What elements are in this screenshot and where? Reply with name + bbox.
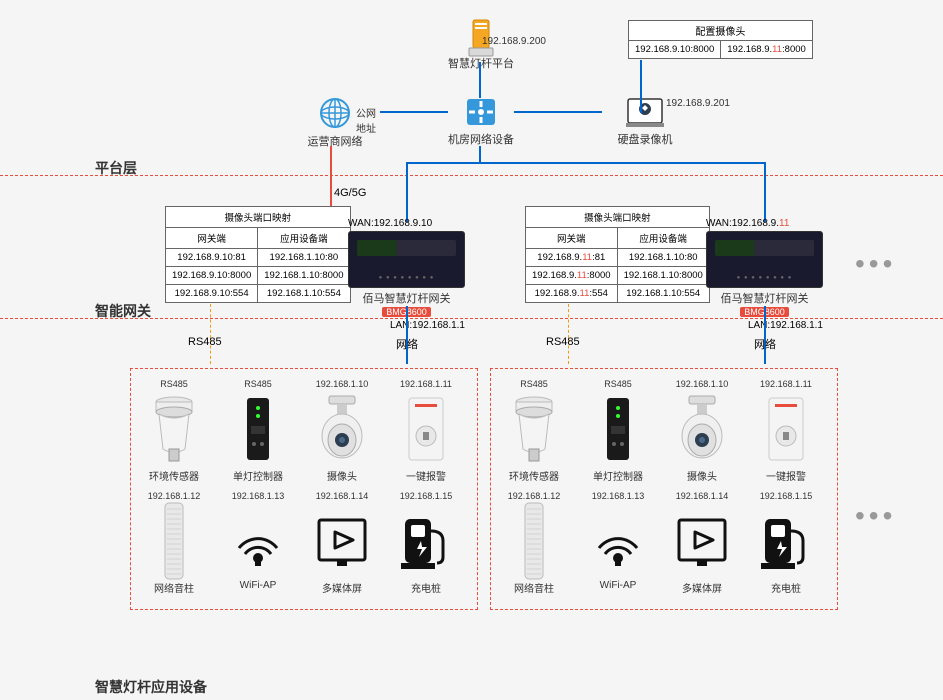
device-环境传感器: RS485环境传感器 <box>139 379 209 483</box>
device-网络音柱: 192.168.1.12网络音柱 <box>499 491 569 595</box>
layer-gateway: 智能网关 <box>95 301 151 321</box>
switch-node: 机房网络设备 <box>446 95 516 147</box>
device-单灯控制器: RS485单灯控制器 <box>223 379 293 483</box>
device-单灯控制器: RS485单灯控制器 <box>583 379 653 483</box>
device-充电桩: 192.168.1.15充电桩 <box>751 491 821 595</box>
device-WiFi-AP: 192.168.1.13WiFi-AP <box>223 491 293 595</box>
device-group-2: RS485环境传感器RS485单灯控制器192.168.1.10摄像头192.1… <box>490 368 838 610</box>
device-多媒体屏: 192.168.1.14多媒体屏 <box>307 491 377 595</box>
conn-net-1: 网络 <box>396 336 418 352</box>
cfg-title: 配置摄像头 <box>629 21 812 41</box>
nvr-node: 192.168.9.201 硬盘录像机 <box>600 95 690 147</box>
device-环境传感器: RS485环境传感器 <box>499 379 569 483</box>
conn-net-2: 网络 <box>754 336 776 352</box>
camera-config-box: 配置摄像头 192.168.9.10:8000 192.168.9.11:800… <box>628 20 813 59</box>
device-摄像头: 192.168.1.10摄像头 <box>307 379 377 483</box>
device-group-1: RS485环境传感器RS485单灯控制器192.168.1.10摄像头192.1… <box>130 368 478 610</box>
isp-label: 运营商网络 <box>290 133 380 149</box>
device-摄像头: 192.168.1.10摄像头 <box>667 379 737 483</box>
cfg-c2: 192.168.9.11:8000 <box>721 41 812 58</box>
ellipsis-2: ••• <box>855 500 896 532</box>
device-一键报警: 192.168.1.11一键报警 <box>751 379 821 483</box>
isp-node: 公网地址 运营商网络 <box>290 95 380 149</box>
device-充电桩: 192.168.1.15充电桩 <box>391 491 461 595</box>
nvr-ip: 192.168.9.201 <box>666 98 730 109</box>
conn-rs485-1: RS485 <box>188 336 222 348</box>
nvr-label: 硬盘录像机 <box>600 131 690 147</box>
device-WiFi-AP: 192.168.1.13WiFi-AP <box>583 491 653 595</box>
isp-note: 公网地址 <box>352 105 380 135</box>
device-一键报警: 192.168.1.11一键报警 <box>391 379 461 483</box>
conn-rs485-2: RS485 <box>546 336 580 348</box>
device-网络音柱: 192.168.1.12网络音柱 <box>139 491 209 595</box>
device-多媒体屏: 192.168.1.14多媒体屏 <box>667 491 737 595</box>
proto-label: 4G/5G <box>334 187 366 199</box>
server-label: 智慧灯杆平台 <box>446 55 516 71</box>
server-ip: 192.168.9.200 <box>482 36 516 47</box>
switch-label: 机房网络设备 <box>446 131 516 147</box>
server-node: 192.168.9.200 智慧灯杆平台 <box>446 18 516 71</box>
cfg-c1: 192.168.9.10:8000 <box>629 41 721 58</box>
port-map-1: 摄像头端口映射 网关端应用设备端 192.168.9.10:81192.168.… <box>165 206 351 303</box>
layer-platform: 平台层 <box>95 158 137 178</box>
layer-app: 智慧灯杆应用设备 <box>95 677 207 697</box>
port-map-2: 摄像头端口映射 网关端应用设备端 192.168.9.11:81192.168.… <box>525 206 710 303</box>
ellipsis-1: ••• <box>855 248 896 280</box>
